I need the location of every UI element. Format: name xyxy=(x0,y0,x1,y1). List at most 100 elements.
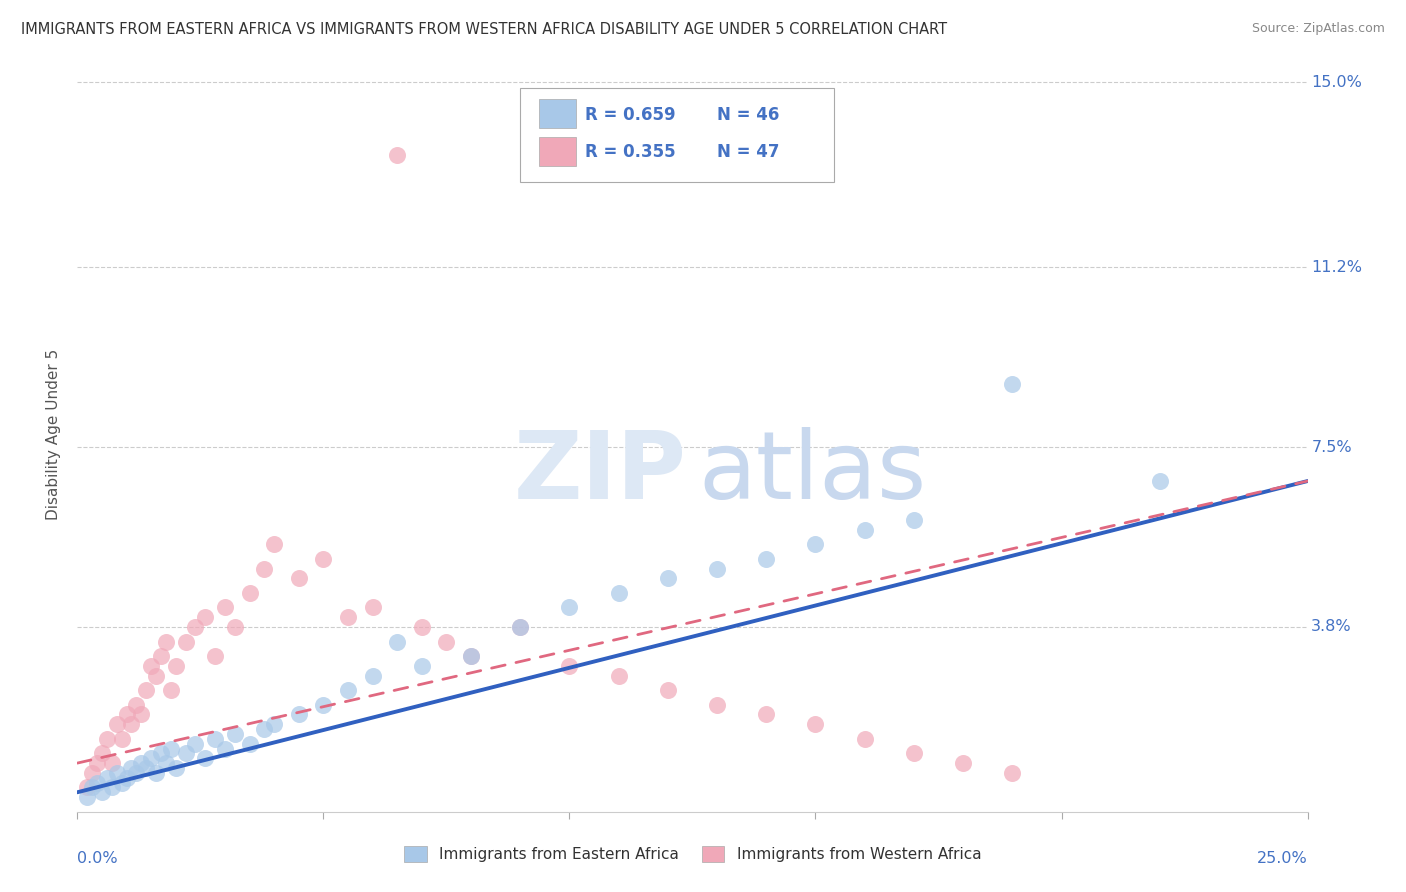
Point xyxy=(214,600,236,615)
Text: 15.0%: 15.0% xyxy=(1312,75,1362,90)
Point xyxy=(903,513,925,527)
Point xyxy=(165,658,187,673)
Y-axis label: Disability Age Under 5: Disability Age Under 5 xyxy=(46,350,62,520)
Point xyxy=(509,620,531,634)
Point xyxy=(657,571,679,585)
Point xyxy=(76,790,98,805)
Point xyxy=(194,751,217,765)
Point xyxy=(337,683,360,698)
Point xyxy=(312,552,335,566)
Text: ZIP: ZIP xyxy=(513,426,686,518)
Point xyxy=(1149,474,1171,488)
Text: R = 0.659: R = 0.659 xyxy=(585,105,676,123)
Point xyxy=(90,785,114,799)
Point xyxy=(115,771,138,785)
Point xyxy=(204,649,226,664)
Point xyxy=(288,571,311,585)
Text: 0.0%: 0.0% xyxy=(77,851,118,865)
Point xyxy=(1001,765,1024,780)
Point xyxy=(115,707,138,722)
Point xyxy=(155,756,177,770)
Text: Source: ZipAtlas.com: Source: ZipAtlas.com xyxy=(1251,22,1385,36)
Text: N = 46: N = 46 xyxy=(717,105,779,123)
Point xyxy=(385,634,409,648)
Text: 11.2%: 11.2% xyxy=(1312,260,1362,275)
Point xyxy=(86,756,108,770)
Point xyxy=(129,707,153,722)
Point xyxy=(82,780,104,795)
Point xyxy=(150,649,173,664)
Point xyxy=(337,610,360,624)
Point xyxy=(607,586,630,600)
Point xyxy=(160,683,183,698)
Text: N = 47: N = 47 xyxy=(717,144,779,161)
Point xyxy=(141,658,163,673)
Point xyxy=(184,737,207,751)
Point xyxy=(436,634,458,648)
Point xyxy=(903,747,925,761)
Point xyxy=(96,771,118,785)
Bar xyxy=(538,99,575,128)
Point xyxy=(174,634,197,648)
Point xyxy=(76,780,98,795)
Point xyxy=(90,747,114,761)
Point xyxy=(135,761,157,775)
Point xyxy=(111,731,132,746)
Point xyxy=(253,722,276,736)
Point xyxy=(460,649,482,664)
Point xyxy=(204,731,226,746)
Point xyxy=(460,649,482,664)
Point xyxy=(86,775,108,789)
Point xyxy=(804,717,827,731)
Point xyxy=(509,620,531,634)
Text: IMMIGRANTS FROM EASTERN AFRICA VS IMMIGRANTS FROM WESTERN AFRICA DISABILITY AGE : IMMIGRANTS FROM EASTERN AFRICA VS IMMIGR… xyxy=(21,22,948,37)
Point xyxy=(1001,376,1024,391)
Point xyxy=(755,552,778,566)
Text: atlas: atlas xyxy=(699,426,927,518)
Point xyxy=(558,600,581,615)
Legend: Immigrants from Eastern Africa, Immigrants from Western Africa: Immigrants from Eastern Africa, Immigran… xyxy=(398,840,987,868)
Point xyxy=(804,537,827,551)
Point xyxy=(125,765,148,780)
Point xyxy=(82,765,104,780)
Point xyxy=(194,610,217,624)
Point xyxy=(253,561,276,575)
Point xyxy=(224,727,246,741)
Point xyxy=(361,668,384,682)
Point xyxy=(952,756,974,770)
Point xyxy=(129,756,153,770)
Point xyxy=(239,737,262,751)
Point xyxy=(853,523,876,537)
Bar xyxy=(538,137,575,166)
Text: 7.5%: 7.5% xyxy=(1312,440,1353,455)
Point xyxy=(755,707,778,722)
Point xyxy=(361,600,384,615)
Point xyxy=(160,741,183,756)
Point xyxy=(263,717,285,731)
Text: 25.0%: 25.0% xyxy=(1257,851,1308,865)
Point xyxy=(121,761,143,775)
Point xyxy=(184,620,207,634)
Point xyxy=(853,731,876,746)
Point xyxy=(141,751,163,765)
Point xyxy=(155,634,177,648)
Point xyxy=(385,148,409,162)
Point xyxy=(145,765,167,780)
Point xyxy=(706,561,728,575)
Point xyxy=(239,586,262,600)
Point xyxy=(135,683,157,698)
Point xyxy=(607,668,630,682)
Point xyxy=(263,537,285,551)
Point xyxy=(111,775,132,789)
Point xyxy=(105,765,128,780)
Point xyxy=(105,717,128,731)
Point xyxy=(165,761,187,775)
Point xyxy=(96,731,118,746)
Point xyxy=(101,780,124,795)
Point xyxy=(312,698,335,712)
Point xyxy=(558,658,581,673)
Point xyxy=(174,747,197,761)
Point xyxy=(121,717,143,731)
Point xyxy=(706,698,728,712)
Point xyxy=(411,620,433,634)
